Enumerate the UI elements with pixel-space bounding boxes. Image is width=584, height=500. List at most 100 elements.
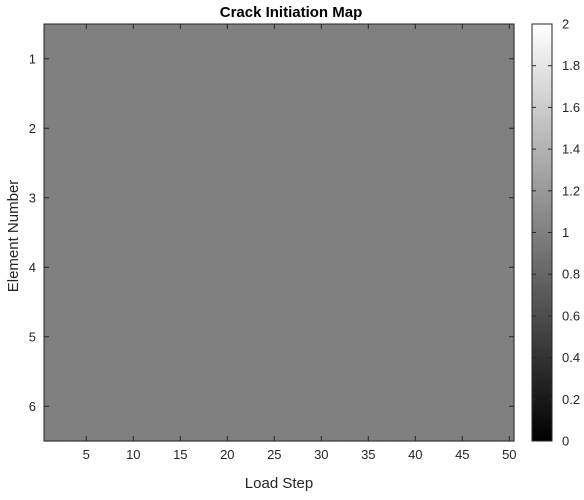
heatmap-cell bbox=[100, 24, 111, 95]
heatmap-cell bbox=[288, 93, 299, 164]
heatmap-cell bbox=[81, 302, 92, 373]
heatmap-cell bbox=[109, 93, 120, 164]
heatmap-cell bbox=[391, 24, 402, 95]
x-tick-label: 40 bbox=[408, 447, 422, 462]
heatmap-cell bbox=[401, 232, 412, 303]
heatmap-cell bbox=[119, 371, 130, 442]
heatmap-cell bbox=[81, 163, 92, 234]
heatmap-cell bbox=[128, 232, 139, 303]
heatmap-cell bbox=[156, 302, 167, 373]
heatmap-cell bbox=[72, 93, 83, 164]
heatmap-cell bbox=[438, 371, 449, 442]
heatmap-cell bbox=[185, 163, 195, 234]
heatmap-cell bbox=[354, 302, 365, 373]
heatmap-cell bbox=[175, 371, 186, 442]
heatmap-cell bbox=[53, 163, 64, 234]
colorbar-tick-label: 0.4 bbox=[562, 350, 580, 365]
heatmap-cell bbox=[410, 163, 421, 234]
heatmap-cell bbox=[269, 232, 280, 303]
heatmap-cell bbox=[457, 24, 468, 95]
heatmap-cell bbox=[269, 302, 280, 373]
heatmap-cell bbox=[53, 302, 64, 373]
heatmap-cell bbox=[363, 232, 374, 303]
heatmap-cell bbox=[326, 24, 336, 95]
heatmap-cell bbox=[175, 24, 186, 95]
heatmap-cell bbox=[401, 163, 412, 234]
x-tick-label: 30 bbox=[314, 447, 328, 462]
heatmap-cell bbox=[185, 232, 195, 303]
heatmap-cell bbox=[316, 163, 327, 234]
heatmap-cell bbox=[335, 163, 346, 234]
heatmap-cell bbox=[138, 302, 148, 373]
heatmap-cell bbox=[373, 232, 383, 303]
heatmap-cell bbox=[91, 24, 101, 95]
heatmap-cell bbox=[476, 302, 487, 373]
heatmap-cell bbox=[222, 232, 233, 303]
heatmap-cell bbox=[373, 302, 383, 373]
heatmap-cell bbox=[438, 302, 449, 373]
heatmap-cell bbox=[175, 163, 186, 234]
heatmap-cell bbox=[109, 302, 120, 373]
heatmap-cell bbox=[457, 232, 468, 303]
heatmap-cell bbox=[175, 93, 186, 164]
heatmap-cell bbox=[429, 232, 440, 303]
heatmap-cell bbox=[166, 163, 177, 234]
heatmap-cell bbox=[269, 163, 280, 234]
plot-frame bbox=[43, 23, 515, 442]
heatmap-cell bbox=[429, 163, 440, 234]
heatmap-cell bbox=[147, 24, 158, 95]
heatmap-cell bbox=[147, 93, 158, 164]
heatmap-cell bbox=[241, 302, 252, 373]
heatmap-cell bbox=[156, 93, 167, 164]
heatmap-cell bbox=[420, 302, 430, 373]
x-tick-label: 45 bbox=[455, 447, 469, 462]
heatmap-cell bbox=[232, 232, 242, 303]
heatmap-cell bbox=[420, 163, 430, 234]
colorbar-tick-label: 1.8 bbox=[562, 58, 580, 73]
heatmap-cell bbox=[391, 163, 402, 234]
heatmap-cell bbox=[260, 232, 271, 303]
heatmap-cell bbox=[166, 232, 177, 303]
heatmap-cell bbox=[401, 371, 412, 442]
heatmap-cell bbox=[81, 93, 92, 164]
heatmap-cell bbox=[72, 163, 83, 234]
heatmap-cell bbox=[222, 93, 233, 164]
heatmap-cell bbox=[119, 302, 130, 373]
heatmap-cell bbox=[382, 163, 393, 234]
heatmap-cell bbox=[232, 302, 242, 373]
heatmap-cell bbox=[213, 93, 224, 164]
colorbar-tick-label: 1.4 bbox=[562, 142, 580, 157]
heatmap-cell bbox=[429, 24, 440, 95]
heatmap-cell bbox=[222, 163, 233, 234]
heatmap-cell bbox=[316, 232, 327, 303]
heatmap-cell bbox=[363, 371, 374, 442]
colorbar-tick-label: 1.6 bbox=[562, 100, 580, 115]
heatmap-cell bbox=[156, 24, 167, 95]
heatmap-cell bbox=[279, 24, 289, 95]
y-tick-label: 4 bbox=[29, 260, 36, 275]
heatmap-cell bbox=[391, 93, 402, 164]
heatmap-cell bbox=[307, 163, 318, 234]
heatmap-cell bbox=[62, 93, 73, 164]
heatmap-cell bbox=[203, 371, 214, 442]
y-tick-label: 1 bbox=[29, 51, 36, 66]
heatmap-cell bbox=[335, 24, 346, 95]
heatmap-cell bbox=[297, 371, 308, 442]
heatmap-cell bbox=[373, 163, 383, 234]
heatmap-cell bbox=[307, 302, 318, 373]
heatmap-cell bbox=[269, 93, 280, 164]
heatmap-cell bbox=[175, 302, 186, 373]
heatmap-cell bbox=[373, 371, 383, 442]
heatmap-cell bbox=[438, 232, 449, 303]
heatmap-cell bbox=[250, 371, 261, 442]
heatmap-cell bbox=[185, 302, 195, 373]
x-tick-label: 5 bbox=[83, 447, 90, 462]
chart-title: Crack Initiation Map bbox=[220, 4, 363, 21]
heatmap-cell bbox=[326, 93, 336, 164]
heatmap-cell bbox=[138, 371, 148, 442]
heatmap-cell bbox=[457, 371, 468, 442]
heatmap-cell bbox=[91, 302, 101, 373]
heatmap-cell bbox=[363, 93, 374, 164]
heatmap-cell bbox=[354, 232, 365, 303]
heatmap-cell bbox=[467, 371, 477, 442]
